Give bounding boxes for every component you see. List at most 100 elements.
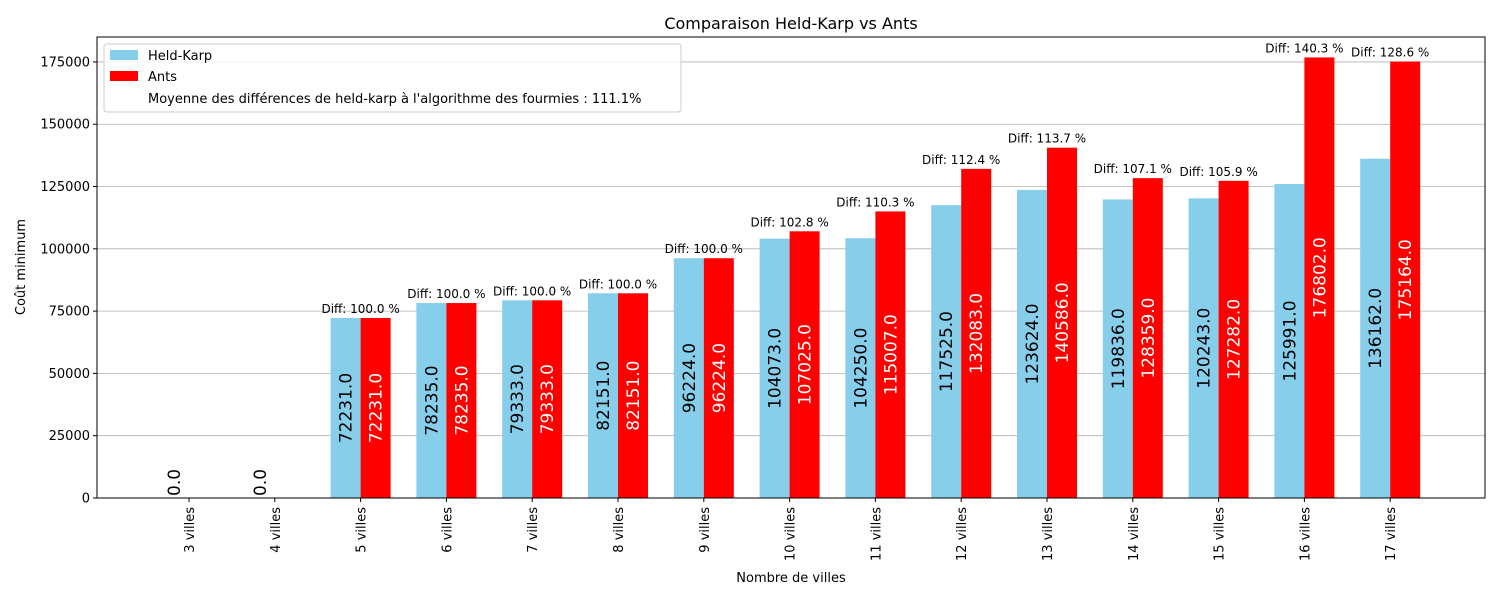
- diff-annotation: Diff: 105.9 %: [1179, 165, 1257, 179]
- bar-value-label: 78235.0: [422, 365, 442, 435]
- bar-ants: [1304, 57, 1335, 498]
- diff-annotation: Diff: 140.3 %: [1265, 41, 1343, 55]
- legend-swatch-ants: [110, 71, 138, 81]
- bar-value-label: 72231.0: [337, 373, 357, 443]
- bar-held-karp: [845, 238, 876, 498]
- legend-label-held-karp: Held-Karp: [148, 49, 212, 64]
- bar-held-karp: [1017, 189, 1047, 498]
- bar-value-label: 125991.0: [1280, 300, 1300, 381]
- x-axis-title: Nombre de villes: [736, 571, 846, 586]
- bar-held-karp: [588, 293, 618, 498]
- bar-value-label: 127282.0: [1225, 299, 1245, 380]
- x-tick-label: 4 villes: [269, 507, 284, 553]
- bar-held-karp: [502, 300, 533, 498]
- bar-value-label: 96224.0: [710, 343, 730, 413]
- legend-label-ants: Ants: [148, 70, 177, 85]
- bar-ants: [532, 300, 563, 498]
- bar-ants: [1390, 61, 1421, 498]
- bar-value-label: 78235.0: [452, 365, 472, 435]
- legend-swatch-held-karp: [110, 50, 138, 60]
- x-tick-label: 12 villes: [955, 507, 970, 561]
- x-tick-label: 7 villes: [526, 507, 541, 553]
- diff-annotation: Diff: 110.3 %: [836, 195, 914, 209]
- bar-ants: [1132, 178, 1163, 498]
- legend-note-average-difference: Moyenne des différences de held-karp à l…: [148, 92, 641, 107]
- bar-ants: [789, 231, 820, 498]
- chart-title: Comparaison Held-Karp vs Ants: [664, 14, 917, 33]
- bar-value-label: 79333.0: [508, 364, 528, 434]
- bar-value-label: 140586.0: [1053, 282, 1073, 363]
- y-axis-ticks: 0 25000 50000 75000 100000 125000 150000 175000: [40, 55, 97, 507]
- bar-value-label: 176802.0: [1310, 237, 1330, 318]
- bar-value-label: 82151.0: [594, 360, 614, 430]
- bar-value-label: 107025.0: [796, 324, 816, 405]
- x-tick-label: 5 villes: [355, 507, 370, 553]
- x-tick-label: 8 villes: [612, 507, 627, 553]
- plot-frame: [96, 36, 1486, 499]
- bar-value-label: 128359.0: [1139, 298, 1159, 379]
- legend-box: [103, 43, 682, 113]
- bar-held-karp: [1274, 184, 1305, 498]
- bar-ants: [1218, 180, 1249, 498]
- y-tick-label: 150000: [40, 118, 90, 133]
- bar-ants: [360, 318, 391, 498]
- bar-value-label: 119836.0: [1109, 308, 1129, 389]
- x-tick-label: 3 villes: [183, 507, 198, 553]
- bar-held-karp: [931, 205, 962, 498]
- bar-value-label: 117525.0: [937, 311, 957, 392]
- diff-annotation: Diff: 100.0 %: [407, 287, 485, 301]
- bar-value-label: 0.0: [251, 469, 271, 496]
- x-tick-label: 14 villes: [1127, 507, 1142, 561]
- x-tick-label: 11 villes: [869, 507, 884, 561]
- bar-ants: [618, 293, 648, 498]
- bar-value-labels: 0.0 0.0 72231.0 78235.0 79333.0 82151.0 96224.…: [165, 41, 1429, 496]
- x-axis-ticks: 3 villes 4 villes 5 villes 6 villes 7 villes…: [183, 498, 1399, 561]
- bar-value-label: 123624.0: [1023, 303, 1043, 384]
- bar-value-label: 132083.0: [967, 293, 987, 374]
- y-axis-title: Coût minimum: [14, 219, 29, 315]
- diff-annotation: Diff: 107.1 %: [1094, 162, 1172, 176]
- bar-value-label: 115007.0: [881, 314, 901, 395]
- x-tick-label: 9 villes: [698, 507, 713, 553]
- bar-value-label: 82151.0: [624, 360, 644, 430]
- bar-held-karp: [1360, 158, 1391, 498]
- x-tick-label: 17 villes: [1384, 507, 1399, 561]
- bar-held-karp: [330, 318, 361, 498]
- diff-annotation: Diff: 100.0 %: [493, 284, 571, 298]
- x-tick-label: 15 villes: [1213, 507, 1228, 561]
- diff-annotation: Diff: 100.0 %: [321, 302, 399, 316]
- diff-annotation: Diff: 100.0 %: [579, 277, 657, 291]
- x-tick-label: 10 villes: [784, 507, 799, 561]
- bars: [330, 57, 1421, 499]
- bar-value-label: 136162.0: [1366, 288, 1386, 369]
- bar-held-karp: [1102, 199, 1133, 498]
- y-tick-label: 0: [82, 492, 90, 507]
- bar-ants: [961, 168, 992, 498]
- y-tick-label: 50000: [49, 367, 90, 382]
- y-tick-label: 125000: [40, 180, 90, 195]
- bar-value-label: 72231.0: [367, 373, 387, 443]
- y-tick-label: 175000: [40, 55, 90, 70]
- x-tick-label: 6 villes: [440, 507, 455, 553]
- y-tick-label: 100000: [40, 242, 90, 257]
- bar-ants: [1047, 147, 1077, 499]
- bar-value-label: 104073.0: [766, 328, 786, 409]
- diff-annotation: Diff: 100.0 %: [665, 242, 743, 256]
- legend: Held-Karp Ants Moyenne des différences d…: [103, 43, 682, 113]
- x-tick-label: 16 villes: [1298, 507, 1313, 561]
- bar-value-label: 120243.0: [1195, 308, 1215, 389]
- diff-annotation: Diff: 128.6 %: [1351, 46, 1429, 60]
- x-tick-label: 13 villes: [1041, 507, 1056, 561]
- bar-held-karp: [416, 303, 447, 498]
- bar-held-karp: [673, 258, 704, 498]
- bar-ants: [875, 211, 906, 499]
- y-tick-label: 75000: [49, 305, 90, 320]
- bar-held-karp: [759, 238, 790, 499]
- bar-ants: [446, 303, 477, 498]
- y-tick-label: 25000: [49, 429, 90, 444]
- bar-held-karp: [1188, 198, 1219, 499]
- diff-annotation: Diff: 102.8 %: [750, 215, 828, 229]
- bar-ants: [703, 258, 734, 498]
- bar-value-label: 0.0: [165, 469, 185, 496]
